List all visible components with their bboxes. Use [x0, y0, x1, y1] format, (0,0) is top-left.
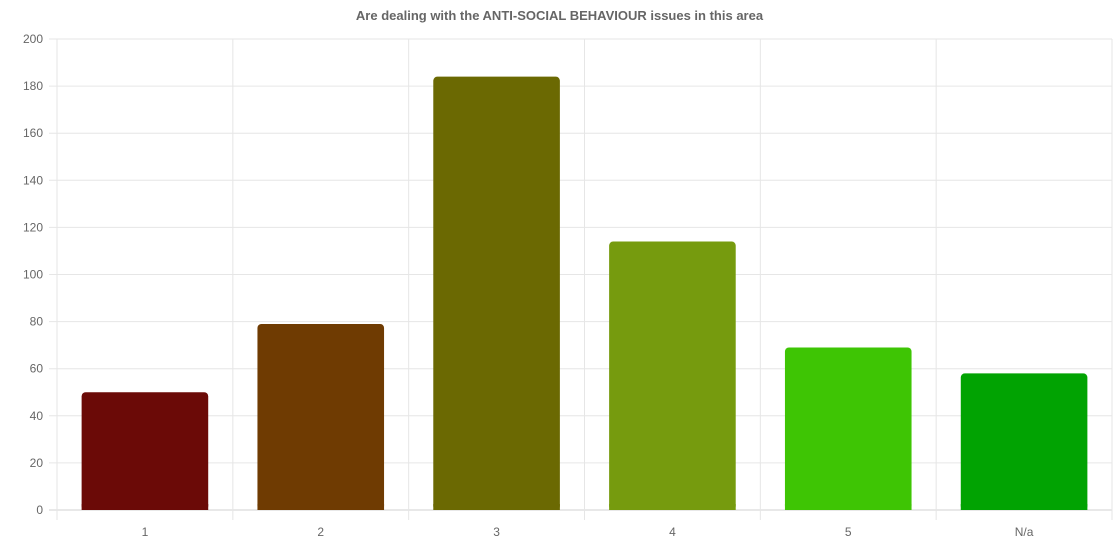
bar-2 [257, 323, 385, 510]
bar-4 [609, 241, 736, 510]
bar-base [784, 504, 912, 510]
bar-base [960, 504, 1088, 510]
bar-3 [433, 76, 560, 511]
chart-title: Are dealing with the ANTI-SOCIAL BEHAVIO… [355, 8, 764, 23]
bar-1 [81, 392, 209, 510]
y-tick-label: 180 [23, 79, 43, 93]
x-tick-label: 1 [142, 525, 149, 539]
y-tick-label: 100 [23, 268, 43, 282]
y-tick-label: 40 [30, 409, 44, 423]
x-tick-label: 5 [845, 525, 852, 539]
x-tick-label: 2 [317, 525, 324, 539]
y-tick-label: 140 [23, 173, 43, 187]
bar-na [960, 373, 1088, 510]
x-tick-label: 4 [669, 525, 676, 539]
bar-base [433, 504, 560, 510]
bar-5 [784, 347, 912, 510]
y-tick-label: 0 [36, 503, 43, 517]
bar-base [609, 504, 736, 510]
bar-base [81, 504, 209, 510]
x-tick-label: N/a [1015, 525, 1034, 539]
y-tick-label: 200 [23, 32, 43, 46]
y-tick-label: 80 [30, 315, 44, 329]
y-tick-label: 60 [30, 362, 44, 376]
x-tick-label: 3 [493, 525, 500, 539]
y-tick-label: 20 [30, 456, 44, 470]
bar-base [257, 504, 385, 510]
y-tick-label: 160 [23, 126, 43, 140]
y-tick-label: 120 [23, 220, 43, 234]
